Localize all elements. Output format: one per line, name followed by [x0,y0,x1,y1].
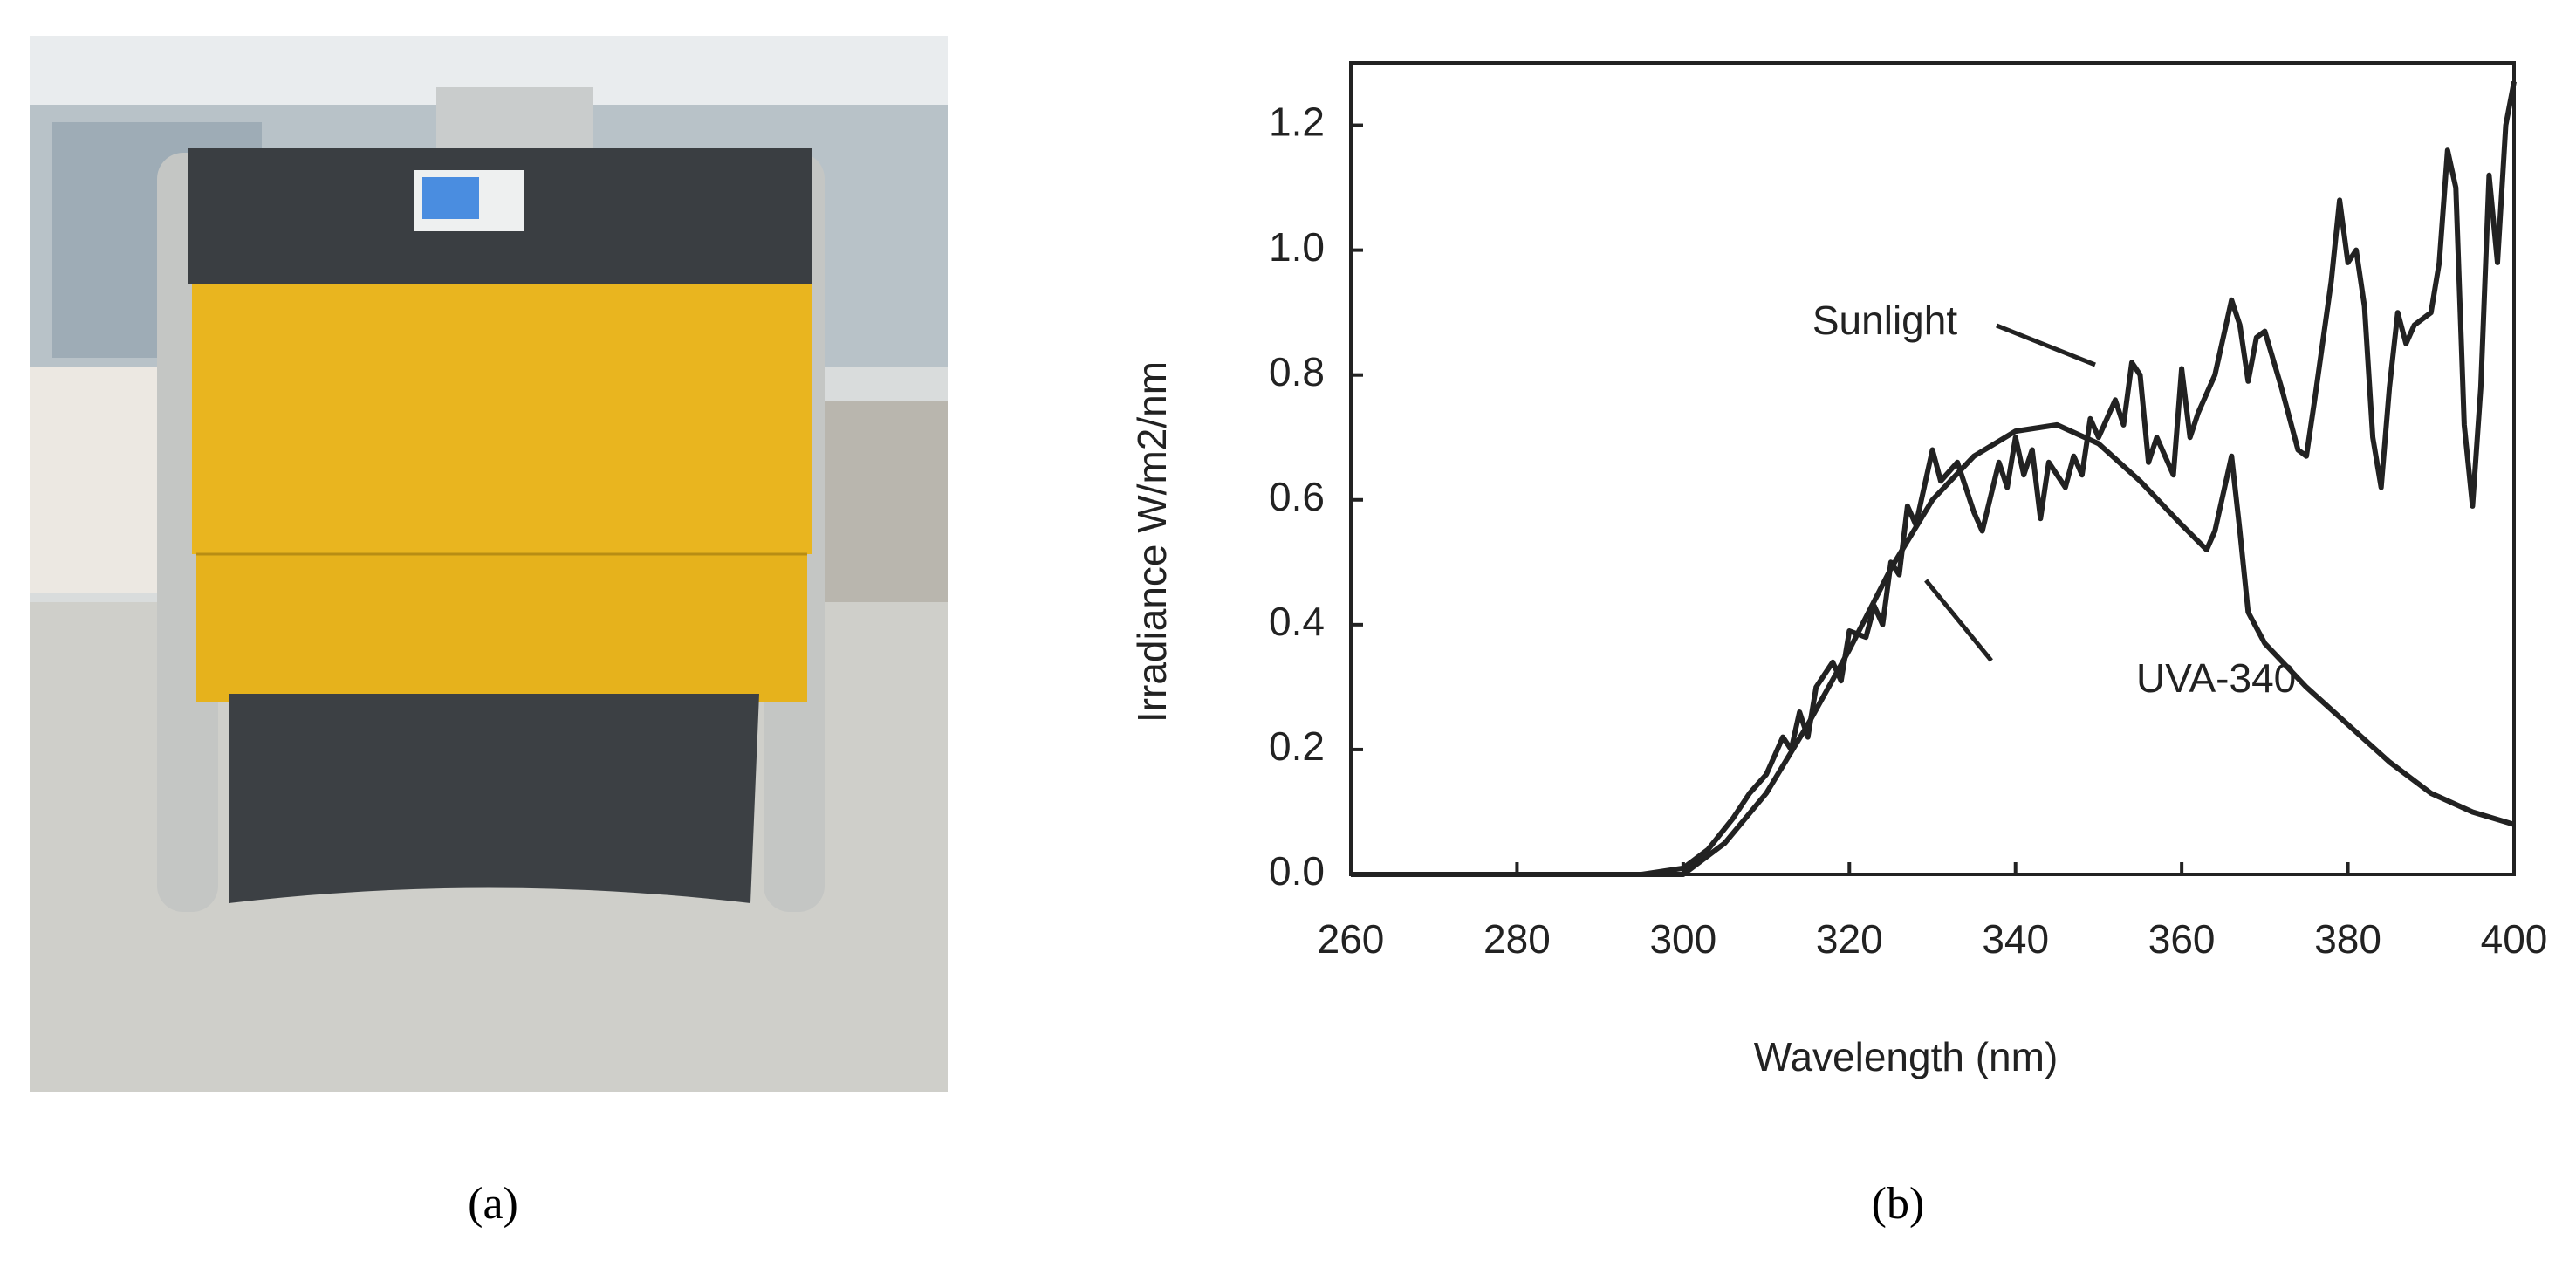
x-tick-label: 360 [2148,916,2216,962]
x-axis-label: Wavelength (nm) [1754,1034,2059,1079]
y-axis-label: Irradiance W/m2/nm [1129,361,1175,723]
x-tick-label: 380 [2314,916,2381,962]
x-tick-label: 320 [1816,916,1883,962]
leader-line [1996,323,2096,367]
plot-frame [1349,61,2516,876]
y-tick-label: 0.8 [1269,349,1325,394]
series-line [1351,421,2515,877]
panel-label: (a) [468,1179,518,1229]
y-tick-label: 0.2 [1269,723,1325,769]
y-tick-label: 0.0 [1269,848,1325,894]
x-tick-label: 340 [1982,916,2049,962]
series-annotation: Sunlight [1812,298,1957,343]
x-tick-label: 280 [1483,916,1551,962]
x-tick-label: 400 [2481,916,2548,962]
panel-label: (b) [1872,1179,1925,1229]
y-tick-label: 1.0 [1269,224,1325,270]
leader-line [1924,579,1993,662]
y-tick-label: 0.4 [1269,599,1325,644]
y-tick-label: 0.6 [1269,474,1325,519]
photo [30,36,948,1092]
x-tick-label: 300 [1649,916,1716,962]
series-annotation: UVA-340 [2136,655,2296,701]
y-tick-label: 1.2 [1269,99,1325,145]
chart: 0.0 0.2 0.4 0.6 0.8 1.0 1.2 260 280 300 320 340 360 3… [1129,61,2548,1079]
x-tick-label: 260 [1318,916,1385,962]
series-line [1351,80,2517,877]
